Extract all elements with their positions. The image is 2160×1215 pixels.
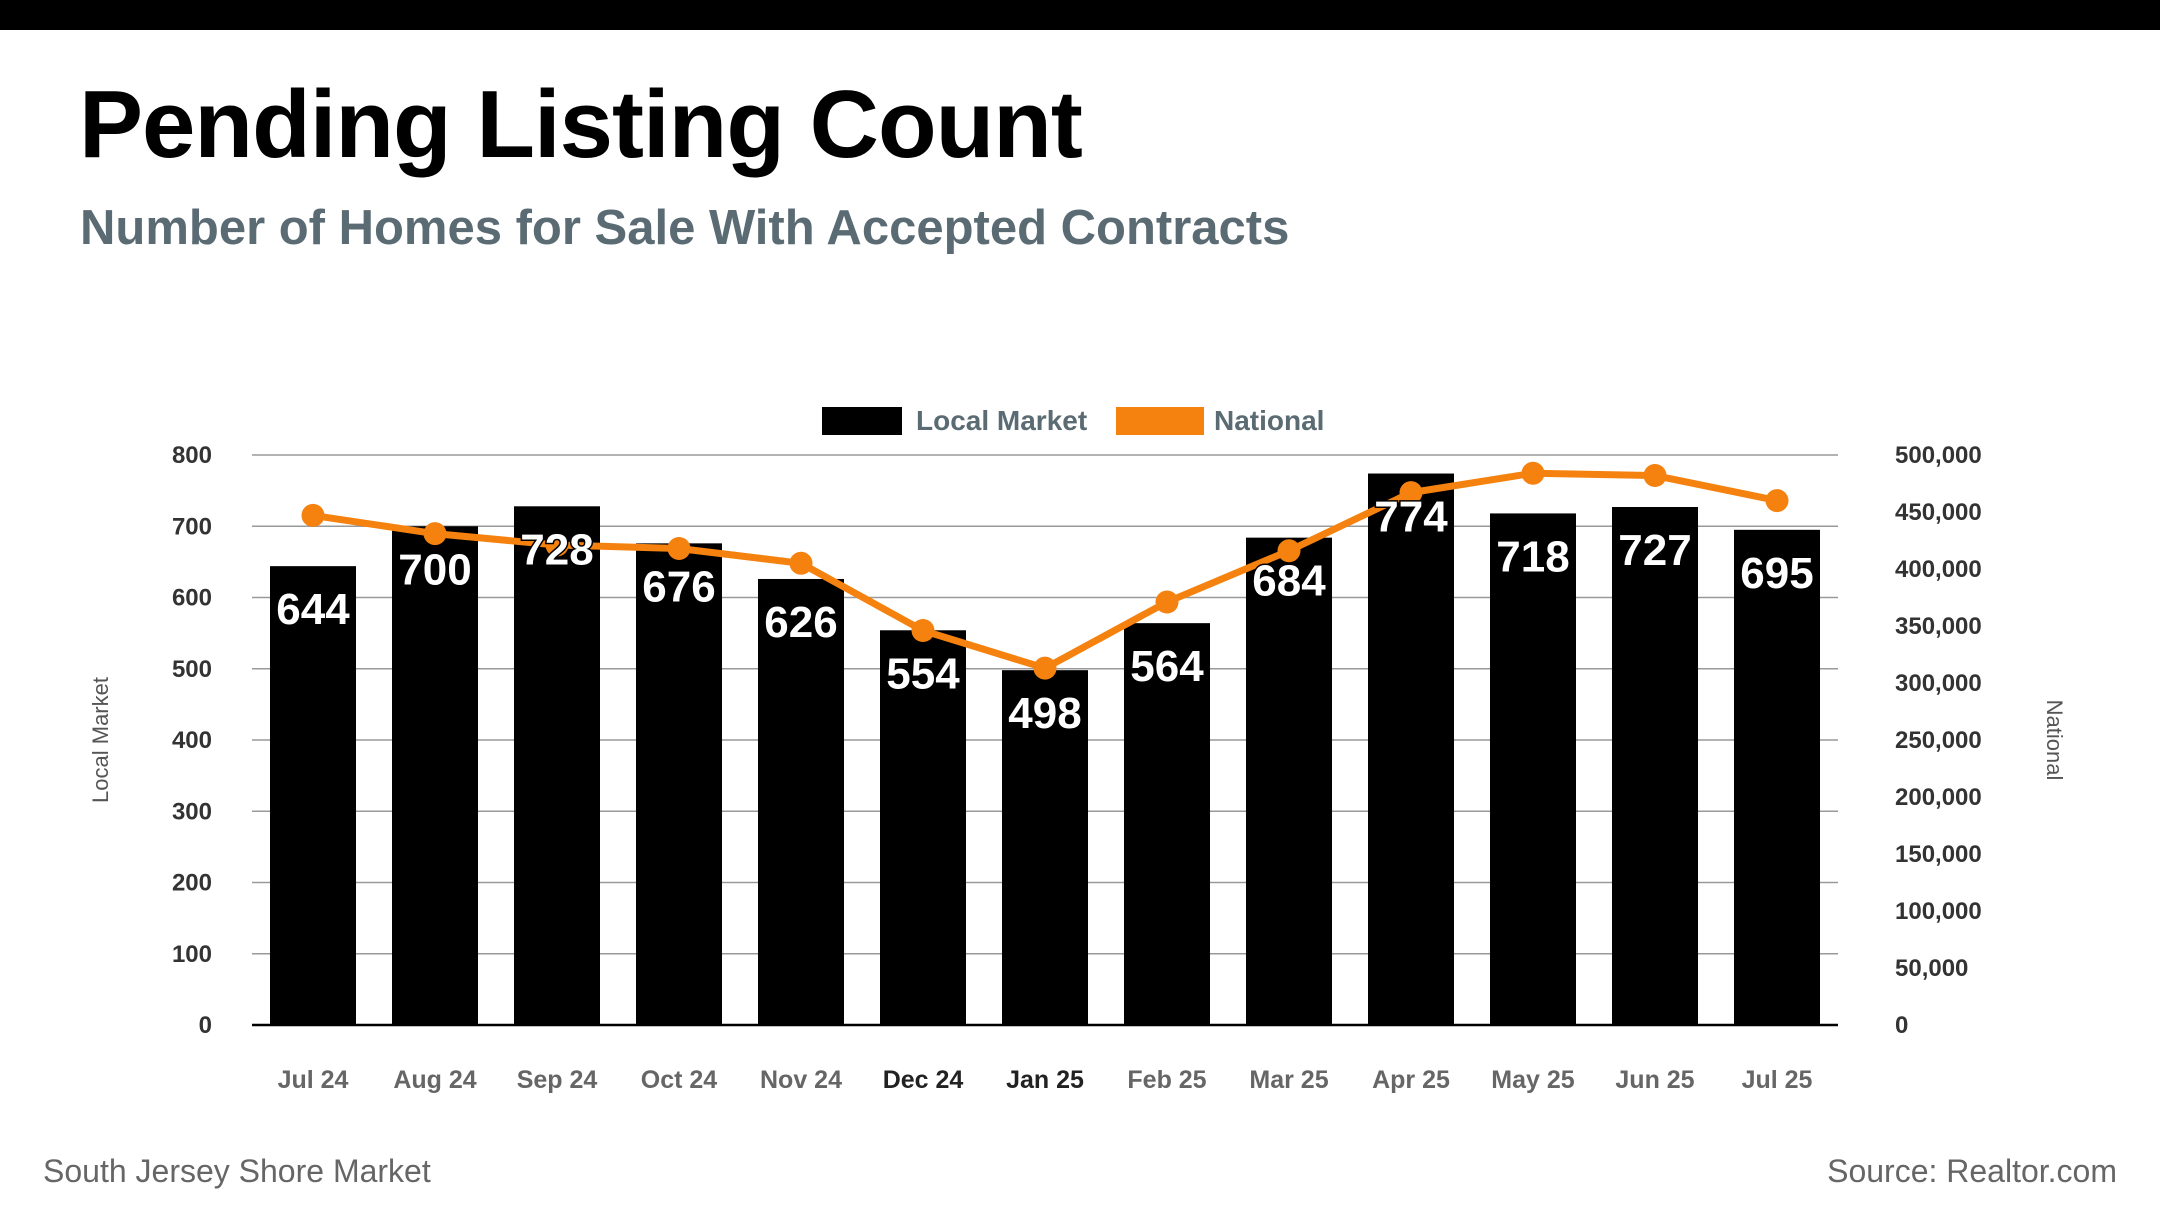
bar-data-label: 728 [520, 525, 593, 574]
y-left-tick-label: 600 [172, 585, 212, 612]
legend-swatch-local [822, 407, 902, 435]
x-category-label: Aug 24 [393, 1066, 476, 1094]
y-right-tick-label: 250,000 [1895, 727, 1982, 754]
x-category-label: Oct 24 [641, 1066, 718, 1094]
bar-data-label: 718 [1496, 532, 1569, 581]
y-right-tick-label: 500,000 [1895, 442, 1982, 469]
bar-data-label: 554 [886, 649, 960, 698]
bar [1734, 529, 1820, 1025]
y-right-tick-label: 100,000 [1895, 898, 1982, 925]
bar [636, 543, 722, 1025]
national-point [1643, 464, 1667, 488]
x-category-label: Nov 24 [760, 1066, 842, 1094]
national-point [1033, 656, 1057, 680]
bar [1246, 537, 1332, 1025]
y-right-tick-label: 150,000 [1895, 841, 1982, 868]
bar-data-label: 700 [398, 545, 471, 594]
x-category-label: May 25 [1491, 1066, 1574, 1094]
x-category-label: Sep 24 [517, 1066, 598, 1094]
national-point [423, 522, 447, 546]
y-right-tick-label: 50,000 [1895, 955, 1968, 982]
bar [514, 506, 600, 1025]
x-category-label: Mar 25 [1249, 1066, 1328, 1094]
bar [392, 526, 478, 1025]
bar-data-label: 695 [1740, 549, 1813, 598]
bar-data-label: 644 [276, 585, 350, 634]
national-point [1155, 590, 1179, 614]
page-title: Pending Listing Count [79, 71, 1083, 178]
national-point [301, 503, 325, 527]
y-right-tick-label: 0 [1895, 1012, 1908, 1039]
bar [1612, 507, 1698, 1025]
y-right-tick-label: 350,000 [1895, 613, 1982, 640]
footer-source: Source: Realtor.com [1827, 1153, 2117, 1189]
legend-swatch-national [1116, 407, 1204, 435]
y-left-tick-label: 700 [172, 513, 212, 540]
footer-market-name: South Jersey Shore Market [43, 1153, 431, 1189]
bar [270, 566, 356, 1025]
bar [1124, 623, 1210, 1025]
y-left-tick-label: 0 [199, 1012, 212, 1039]
bar-data-label: 774 [1374, 493, 1448, 542]
y-left-tick-label: 800 [172, 442, 212, 469]
bar-data-label: 676 [642, 562, 715, 611]
bar-data-label: 498 [1008, 689, 1081, 738]
legend-label-national: National [1214, 405, 1324, 436]
bar-data-label: 564 [1130, 642, 1204, 691]
y-left-axis-title: Local Market [88, 677, 113, 803]
y-right-axis-title: National [2042, 700, 2067, 781]
bar [1490, 513, 1576, 1025]
x-category-label: Jun 25 [1615, 1066, 1694, 1094]
x-category-label: Jul 25 [1742, 1066, 1813, 1094]
bar-data-label: 626 [764, 598, 837, 647]
y-left-tick-label: 200 [172, 870, 212, 897]
national-point [789, 551, 813, 575]
top-bar [0, 0, 2160, 30]
national-point [911, 619, 935, 643]
page-subtitle: Number of Homes for Sale With Accepted C… [80, 201, 1290, 255]
national-point [1277, 539, 1301, 563]
bar [1002, 670, 1088, 1025]
y-left-tick-label: 300 [172, 798, 212, 825]
bar-data-label: 684 [1252, 557, 1326, 606]
national-point [1765, 489, 1789, 513]
national-point [1521, 461, 1545, 485]
x-category-label: Dec 24 [883, 1066, 964, 1094]
legend-label-local: Local Market [916, 405, 1087, 436]
y-left-tick-label: 400 [172, 727, 212, 754]
national-point [1399, 481, 1423, 505]
y-right-tick-label: 200,000 [1895, 784, 1982, 811]
bar [1368, 473, 1454, 1025]
bar [880, 630, 966, 1025]
bar [758, 578, 844, 1025]
x-category-label: Jan 25 [1006, 1066, 1084, 1094]
national-point [545, 533, 569, 557]
y-right-tick-label: 300,000 [1895, 670, 1982, 697]
y-right-tick-label: 400,000 [1895, 556, 1982, 583]
y-left-tick-label: 500 [172, 656, 212, 683]
y-left-tick-label: 100 [172, 941, 212, 968]
x-category-label: Feb 25 [1127, 1066, 1206, 1094]
x-category-label: Apr 25 [1372, 1066, 1450, 1094]
bar-data-label: 727 [1618, 526, 1691, 575]
x-category-label: Jul 24 [278, 1066, 349, 1094]
y-right-tick-label: 450,000 [1895, 499, 1982, 526]
national-point [667, 536, 691, 560]
